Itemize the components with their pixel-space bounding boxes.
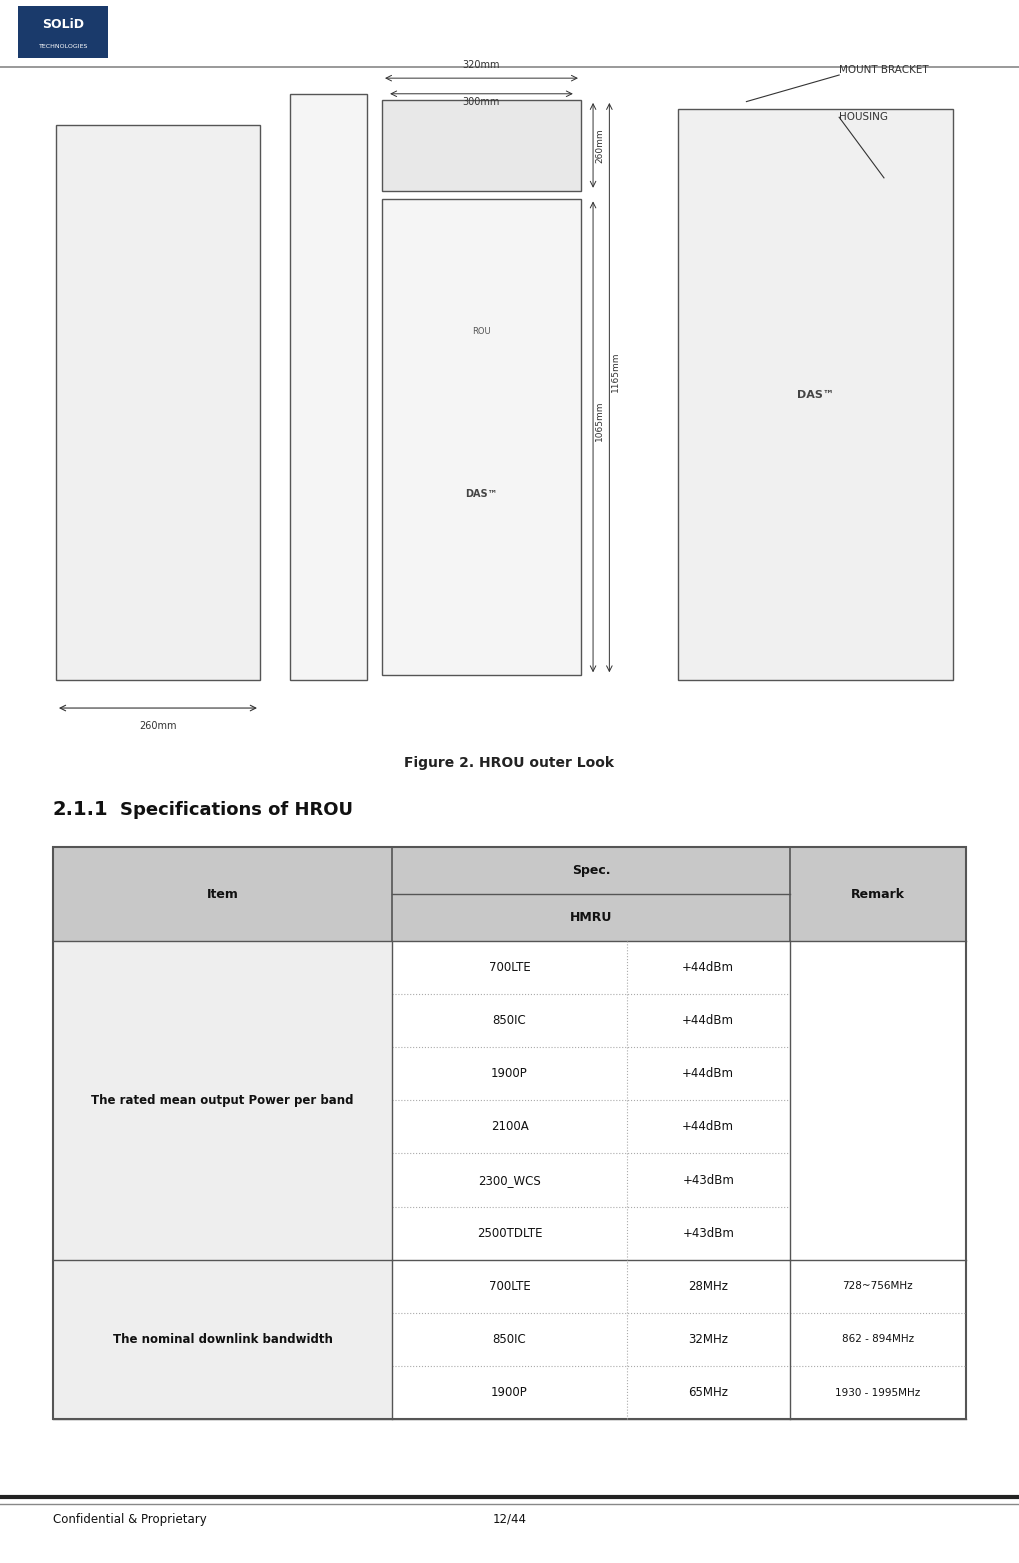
Text: +44dBm: +44dBm xyxy=(682,1068,735,1080)
Text: 1900P: 1900P xyxy=(491,1068,528,1080)
Text: Specifications of HROU: Specifications of HROU xyxy=(120,800,354,819)
Text: ROU: ROU xyxy=(472,328,491,336)
Text: 850IC: 850IC xyxy=(492,1014,527,1027)
Text: 12/44: 12/44 xyxy=(492,1513,527,1525)
Text: +44dBm: +44dBm xyxy=(682,1014,735,1027)
Text: Remark: Remark xyxy=(851,888,905,900)
Text: 862 - 894MHz: 862 - 894MHz xyxy=(842,1335,914,1344)
Text: 700LTE: 700LTE xyxy=(489,961,530,974)
Text: Item: Item xyxy=(207,888,238,900)
Text: DAS™: DAS™ xyxy=(797,389,834,400)
Text: 728~756MHz: 728~756MHz xyxy=(843,1282,913,1291)
Text: 2100A: 2100A xyxy=(490,1121,529,1133)
Bar xyxy=(290,94,367,680)
Text: +43dBm: +43dBm xyxy=(683,1227,734,1239)
Text: 260mm: 260mm xyxy=(595,128,604,163)
Text: 1930 - 1995MHz: 1930 - 1995MHz xyxy=(836,1388,920,1397)
Bar xyxy=(53,847,966,1419)
Text: Spec.: Spec. xyxy=(572,864,610,877)
Text: 1900P: 1900P xyxy=(491,1386,528,1399)
Text: 2500TDLTE: 2500TDLTE xyxy=(477,1227,542,1239)
Bar xyxy=(56,125,260,680)
Text: 1065mm: 1065mm xyxy=(595,402,604,441)
Text: The rated mean output Power per band: The rated mean output Power per band xyxy=(92,1094,354,1107)
Text: 300mm: 300mm xyxy=(463,97,500,106)
FancyBboxPatch shape xyxy=(18,6,108,58)
Text: DAS™: DAS™ xyxy=(466,489,497,499)
Text: SOLiD: SOLiD xyxy=(42,17,85,31)
Text: 1165mm: 1165mm xyxy=(611,352,621,392)
Text: HMRU: HMRU xyxy=(570,911,612,924)
Text: TECHNOLOGIES: TECHNOLOGIES xyxy=(39,44,88,48)
Text: 2.1.1: 2.1.1 xyxy=(53,800,109,819)
Text: 32MHz: 32MHz xyxy=(688,1333,729,1346)
Text: 28MHz: 28MHz xyxy=(688,1280,729,1293)
Bar xyxy=(53,941,392,1260)
Text: 850IC: 850IC xyxy=(492,1333,527,1346)
Text: HOUSING: HOUSING xyxy=(840,113,889,122)
Bar xyxy=(382,199,581,675)
Bar xyxy=(53,847,966,941)
Text: 260mm: 260mm xyxy=(140,721,176,730)
Text: 2300_WCS: 2300_WCS xyxy=(478,1174,541,1186)
Text: Confidential & Proprietary: Confidential & Proprietary xyxy=(53,1513,207,1525)
Text: 65MHz: 65MHz xyxy=(688,1386,729,1399)
Bar xyxy=(53,1260,392,1419)
Text: +43dBm: +43dBm xyxy=(683,1174,734,1186)
Text: Figure 2. HROU outer Look: Figure 2. HROU outer Look xyxy=(405,756,614,769)
Text: MOUNT BRACKET: MOUNT BRACKET xyxy=(840,66,928,75)
Text: +44dBm: +44dBm xyxy=(682,961,735,974)
Text: 700LTE: 700LTE xyxy=(489,1280,530,1293)
Text: The nominal downlink bandwidth: The nominal downlink bandwidth xyxy=(113,1333,332,1346)
Bar xyxy=(382,100,581,191)
Text: +44dBm: +44dBm xyxy=(682,1121,735,1133)
Bar xyxy=(678,109,953,680)
Text: 320mm: 320mm xyxy=(463,61,500,70)
